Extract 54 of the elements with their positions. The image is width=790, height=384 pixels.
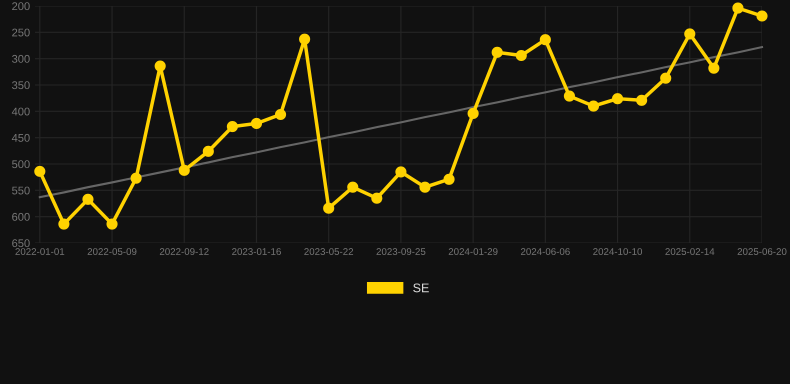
x-tick-label: 2025-06-20 [738, 248, 786, 255]
x-tick-label: 2023-05-22 [304, 248, 354, 255]
point [178, 164, 190, 176]
point [564, 90, 575, 102]
point [636, 94, 648, 106]
y-tick-label: 550 [12, 186, 30, 194]
point [106, 218, 118, 230]
point [347, 182, 358, 193]
point [468, 108, 479, 119]
point [34, 166, 46, 177]
x-tick-label: 2022-09-12 [160, 248, 209, 255]
y-tick-label: 500 [12, 160, 30, 168]
point [612, 93, 624, 104]
y-tick-label: 450 [12, 134, 30, 142]
x-tick-label: 2024-01-29 [448, 248, 498, 255]
y-tick-label: 250 [12, 28, 30, 36]
point [588, 100, 600, 112]
point [58, 218, 70, 230]
point [756, 10, 768, 22]
point [202, 146, 214, 157]
point [516, 50, 527, 62]
point [371, 192, 382, 204]
point [323, 202, 334, 214]
y-tick-label: 400 [12, 108, 30, 116]
x-tick-label: 2023-09-25 [376, 248, 426, 255]
point [708, 62, 720, 74]
y-tick-label: 200 [12, 2, 30, 10]
y-tick-label: 650 [12, 239, 30, 248]
x-tick-label: 2024-06-06 [520, 248, 570, 255]
point [443, 174, 455, 185]
point [274, 108, 286, 120]
point [419, 182, 431, 193]
x-tick-label: 2024-10-10 [593, 248, 642, 255]
y-tick-label: 300 [12, 54, 30, 63]
point [732, 2, 744, 14]
point [684, 28, 696, 40]
y-tick-label: 350 [12, 81, 30, 90]
point [82, 194, 94, 205]
point [540, 34, 551, 46]
y-tick-label: 600 [12, 212, 30, 221]
point [226, 121, 238, 132]
point [130, 172, 142, 184]
x-tick-label: 2023-01-16 [232, 248, 281, 255]
point [395, 166, 406, 178]
line-series [38, 46, 764, 198]
x-tick-label: 2022-05-09 [88, 248, 136, 255]
point [660, 72, 672, 84]
legend-label: SE [413, 283, 429, 292]
point [299, 34, 310, 45]
point [492, 46, 503, 58]
point [250, 118, 262, 130]
x-tick-label: 2025-02-14 [665, 248, 714, 255]
point [154, 60, 166, 72]
x-tick-label: 2022-01-01 [15, 248, 64, 255]
